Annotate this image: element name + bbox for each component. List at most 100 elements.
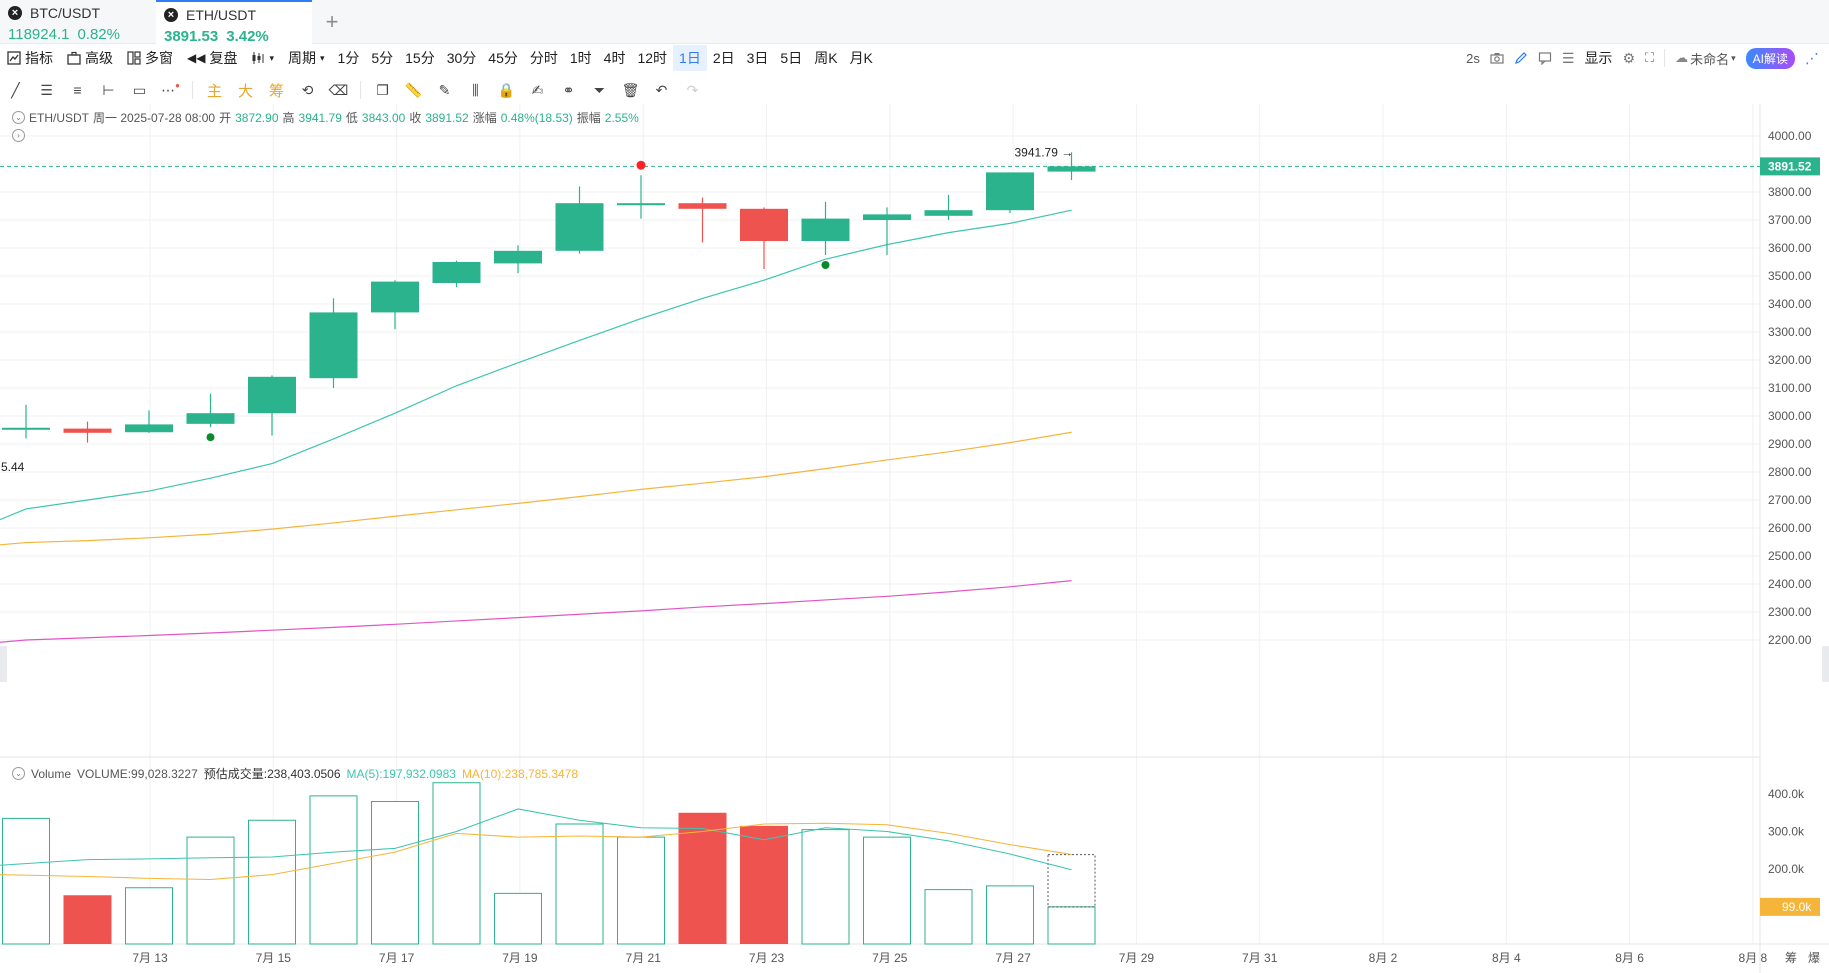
candle-body (2, 427, 50, 430)
period-option[interactable]: 15分 (405, 50, 435, 66)
tab-btc-usdt[interactable]: × BTC/USDT 118924.1 0.82% (0, 0, 156, 44)
price-tick-label: 2400.00 (1768, 577, 1812, 591)
time-tick-label: 8月 8 (1739, 951, 1768, 965)
copy-icon[interactable]: ❐ (376, 81, 389, 98)
volume-bar (248, 819, 296, 945)
main-toolbar: 指标 高级 多窗 ◀◀ 复盘 ▾ 周期 ▾ 1分 5分 15分 30分 45分 分时 1时 4… (0, 44, 1829, 72)
period-option[interactable]: 分时 (529, 50, 558, 66)
close-tab-icon[interactable]: × (8, 6, 22, 20)
settings-icon[interactable]: ⚙ (1622, 49, 1635, 66)
bars-icon[interactable]: ⫼ (472, 81, 479, 98)
close-value: 3891.52 (425, 110, 469, 125)
candle-body (309, 312, 358, 379)
price-tick-label: 3200.00 (1768, 353, 1812, 367)
info-symbol: ETH/USDT (29, 110, 89, 125)
price-tick-label: 4000.00 (1768, 129, 1812, 143)
brush-icon[interactable]: ✎ (438, 81, 451, 98)
trash-icon[interactable]: 🗑 (621, 81, 640, 98)
collapse-icon[interactable]: ⌄ (12, 111, 25, 124)
right-panel-handle[interactable] (1822, 646, 1829, 682)
volume-tick-label: 300.0k (1768, 825, 1805, 839)
add-tab-icon[interactable]: + (325, 9, 339, 34)
period-option[interactable]: 2日 (712, 50, 735, 66)
multi-window-button[interactable]: 多窗 (120, 46, 180, 70)
period-option[interactable]: 45分 (488, 50, 518, 66)
share-icon[interactable]: ⋰ (1805, 49, 1819, 66)
chart-type-button[interactable]: ▾ (244, 46, 281, 70)
chat-icon[interactable] (1538, 51, 1552, 65)
period-option[interactable]: 30分 (446, 50, 477, 66)
advanced-button[interactable]: 高级 (60, 46, 120, 70)
volume-bar (186, 836, 235, 945)
chips-toggle[interactable]: 筹 (268, 82, 284, 100)
link-icon[interactable]: ⚭ (562, 81, 575, 98)
drawing-toolbar: ╱ ☰ ≡ ⊢ ▭ ⋯ ● 主 大 筹 ⟲ ⌫ ❐ 📏 ✎ ⫼ 🔒 ✍ ⚭ ⏷ 🗑… (0, 77, 1829, 103)
pencil-icon[interactable] (1514, 51, 1528, 65)
period-option[interactable]: 1时 (569, 50, 592, 66)
rectangle-icon[interactable]: ▭ (132, 81, 147, 98)
left-panel-handle[interactable] (0, 646, 7, 682)
period-dropdown[interactable]: 周期 ▾ (281, 46, 332, 70)
period-option[interactable]: 周K (814, 50, 838, 66)
candle-body (248, 376, 296, 414)
redo-icon[interactable]: ↷ (686, 81, 699, 98)
magnet-icon[interactable]: ⟲ (301, 81, 314, 98)
cloud-icon: ☁ (1675, 50, 1689, 65)
main-indicator-toggle[interactable]: 主 (206, 82, 222, 100)
ai-interpret-button[interactable]: AI解读 (1745, 47, 1795, 69)
undo-icon[interactable]: ↶ (655, 81, 668, 98)
big-order-toggle[interactable]: 大 (237, 82, 253, 100)
indicators-button[interactable]: 指标 (0, 46, 60, 70)
ruler-icon[interactable]: 📏 (404, 81, 423, 98)
lock-icon[interactable]: 🔒 (497, 81, 516, 98)
fullscreen-icon[interactable]: ⛶ (1645, 50, 1655, 65)
volume-bar (2, 817, 50, 945)
volume-bar (371, 801, 419, 945)
period-option[interactable]: 1日 (673, 45, 707, 71)
candle-body (1047, 166, 1096, 172)
estimated-volume: 预估成交量:238,403.0506 (203, 767, 341, 781)
more-tools-icon[interactable]: ⋯ ● (161, 80, 180, 98)
parallel-lines-icon[interactable]: ☰ (40, 81, 53, 98)
period-option[interactable]: 4时 (603, 50, 626, 66)
collapse-icon[interactable]: ⌄ (12, 767, 25, 780)
divider (192, 81, 193, 99)
volume-bar (125, 887, 173, 945)
filter-icon[interactable]: ⏷ (593, 81, 606, 98)
expand-icon[interactable]: › (12, 129, 25, 142)
price-tick-label: 2500.00 (1768, 549, 1812, 563)
period-option[interactable]: 12时 (637, 50, 668, 66)
camera-icon[interactable] (1490, 51, 1504, 65)
trend-line-icon[interactable]: ╱ (11, 81, 20, 98)
display-button[interactable]: 显示 (1584, 50, 1613, 66)
period-option[interactable]: 3日 (746, 50, 769, 66)
channel-icon[interactable]: ≡ (73, 82, 82, 98)
close-tab-icon[interactable]: × (164, 8, 178, 22)
period-option[interactable]: 5分 (371, 50, 394, 66)
info-date: 周一 2025-07-28 08:00 (93, 111, 216, 125)
ohlc-info-bar: ⌄ ETH/USDT 周一 2025-07-28 08:00 开 3872.90 … (12, 109, 639, 126)
indicator-icon (7, 51, 21, 65)
layout-name[interactable]: 未命名 (1690, 51, 1730, 67)
volume-ma10: MA(10):238,785.3478 (461, 766, 579, 781)
eraser-icon[interactable]: ⌫ (328, 81, 349, 98)
time-tick-label: 7月 19 (502, 951, 538, 965)
briefcase-icon (67, 51, 81, 65)
tab-eth-usdt[interactable]: × ETH/USDT 3891.53 3.42% (156, 0, 312, 45)
candle-body (63, 428, 112, 433)
tab-symbol: ETH/USDT (186, 7, 256, 23)
horizontal-line-icon[interactable]: ⊢ (102, 81, 115, 98)
period-option[interactable]: 1分 (337, 50, 360, 66)
volume-ma5: MA(5):197,932.0983 (346, 766, 456, 781)
menu-icon[interactable]: ☰ (1561, 49, 1575, 66)
replay-button[interactable]: ◀◀ 复盘 (180, 46, 244, 70)
period-option[interactable]: 5日 (780, 50, 803, 66)
current-volume-tag (1760, 897, 1820, 916)
open-value: 3872.90 (235, 110, 279, 125)
note-icon[interactable]: ✍ (531, 81, 544, 98)
refresh-rate[interactable]: 2s (1466, 50, 1480, 66)
moving-average-line (0, 580, 1072, 643)
period-option[interactable]: 月K (849, 50, 873, 66)
time-tick-label: 7月 21 (626, 951, 662, 965)
